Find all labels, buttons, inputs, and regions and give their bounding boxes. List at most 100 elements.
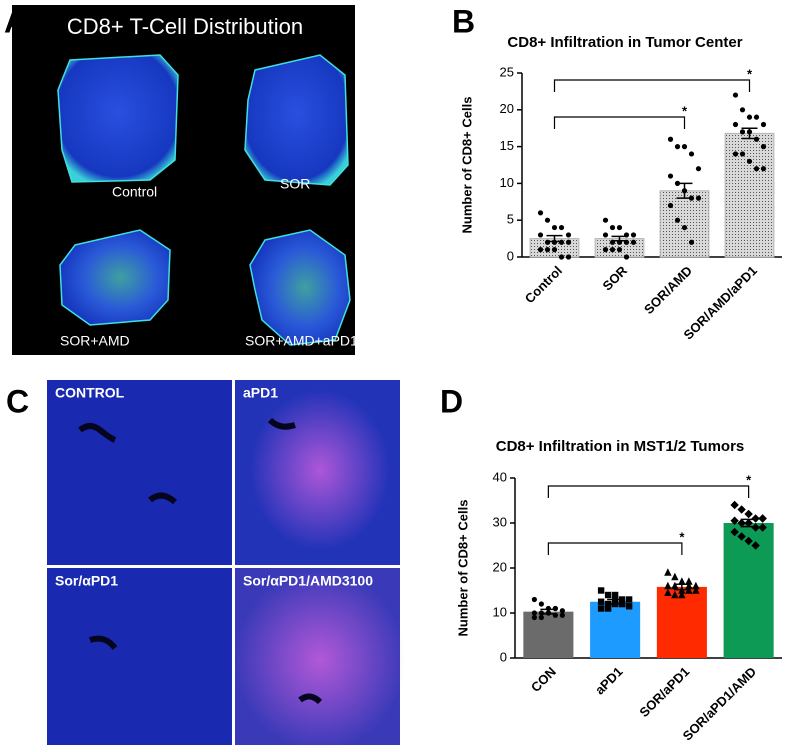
data-point xyxy=(565,232,572,238)
y-tick-label: 10 xyxy=(500,175,514,190)
data-point xyxy=(545,605,551,612)
chart-title: CD8+ Infiltration in MST1/2 Tumors xyxy=(496,438,745,455)
micrograph xyxy=(47,568,232,745)
data-point xyxy=(760,121,767,128)
data-point xyxy=(667,173,674,179)
image-title: CD8+ T-Cell Distribution xyxy=(67,14,303,39)
data-point xyxy=(751,523,760,532)
data-point xyxy=(531,610,537,616)
data-point xyxy=(602,217,609,223)
data-point xyxy=(630,239,637,245)
y-tick-label: 40 xyxy=(493,469,507,484)
data-point xyxy=(597,598,605,605)
data-point xyxy=(671,590,679,599)
y-axis-label: Number of CD8+ Cells xyxy=(459,97,474,234)
data-point xyxy=(604,605,612,612)
data-point xyxy=(597,587,605,594)
tile-label: aPD1 xyxy=(243,385,278,401)
significance-bracket xyxy=(553,116,686,129)
data-point xyxy=(746,158,753,164)
stain xyxy=(235,570,405,750)
y-axis-label: Number of CD8+ Cells xyxy=(455,500,470,637)
significance-bracket xyxy=(547,542,683,555)
data-point xyxy=(664,568,672,576)
data-point xyxy=(730,500,739,510)
data-point xyxy=(737,518,746,528)
data-point xyxy=(695,166,702,172)
data-point xyxy=(685,581,693,590)
data-point xyxy=(544,217,551,223)
data-point xyxy=(551,239,558,245)
data-point xyxy=(730,527,739,537)
micrograph xyxy=(47,380,232,565)
significance-bracket xyxy=(547,485,750,498)
bar xyxy=(723,523,774,658)
image-label: SOR xyxy=(280,176,310,192)
data-point xyxy=(674,217,681,223)
data-point xyxy=(671,572,679,581)
y-tick-label: 0 xyxy=(507,248,514,263)
data-point xyxy=(611,591,619,599)
data-point xyxy=(616,247,623,253)
data-point xyxy=(753,114,760,120)
data-point xyxy=(674,144,681,150)
data-point xyxy=(623,239,630,245)
stain xyxy=(250,390,390,550)
chart-title: CD8+ Infiltration in Tumor Center xyxy=(507,34,742,51)
data-point xyxy=(625,596,633,603)
data-point xyxy=(688,151,695,157)
data-point xyxy=(681,224,688,231)
data-point xyxy=(692,586,700,594)
panel-letter: B xyxy=(452,3,475,39)
data-point xyxy=(558,239,565,245)
significance-label: * xyxy=(746,472,752,487)
data-point xyxy=(604,600,612,608)
y-tick-label: 10 xyxy=(493,604,507,619)
data-point xyxy=(537,247,544,253)
data-point xyxy=(618,596,626,603)
data-point xyxy=(565,239,572,245)
y-tick-label: 15 xyxy=(500,138,514,153)
x-tick-label: SOR/AMD xyxy=(641,263,695,317)
tissue xyxy=(57,54,179,183)
significance-label: * xyxy=(679,529,685,544)
tissue xyxy=(249,229,351,346)
data-point xyxy=(537,210,544,216)
bar xyxy=(724,132,775,258)
data-point xyxy=(688,239,695,245)
bar xyxy=(590,601,641,658)
data-point xyxy=(730,516,739,525)
data-point xyxy=(538,614,544,621)
data-point xyxy=(760,166,767,172)
data-point xyxy=(558,224,565,231)
data-point xyxy=(744,509,753,519)
y-tick-label: 20 xyxy=(493,559,507,574)
data-point xyxy=(737,505,746,514)
data-point xyxy=(544,239,551,245)
data-point xyxy=(681,144,688,150)
x-tick-label: Control xyxy=(522,263,565,306)
y-tick-label: 5 xyxy=(507,212,514,227)
significance-label: * xyxy=(682,103,688,118)
data-point xyxy=(616,239,623,245)
data-point xyxy=(623,232,630,238)
data-point xyxy=(753,136,760,142)
data-point xyxy=(739,129,746,135)
data-point xyxy=(678,586,686,594)
data-point xyxy=(732,92,739,98)
data-point xyxy=(609,224,616,231)
data-point xyxy=(678,577,686,585)
significance-label: * xyxy=(747,66,753,81)
data-point xyxy=(751,541,760,550)
panel-letter: C xyxy=(6,383,29,419)
tile-label: Sor/αPD1 xyxy=(55,573,118,589)
data-point xyxy=(559,612,565,618)
data-point xyxy=(538,601,544,607)
bar xyxy=(659,190,710,258)
x-tick-label: aPD1 xyxy=(592,664,626,698)
data-point xyxy=(538,610,544,616)
data-point xyxy=(753,166,760,172)
data-point xyxy=(545,610,551,616)
data-point xyxy=(695,195,702,201)
y-tick-label: 0 xyxy=(500,649,507,664)
